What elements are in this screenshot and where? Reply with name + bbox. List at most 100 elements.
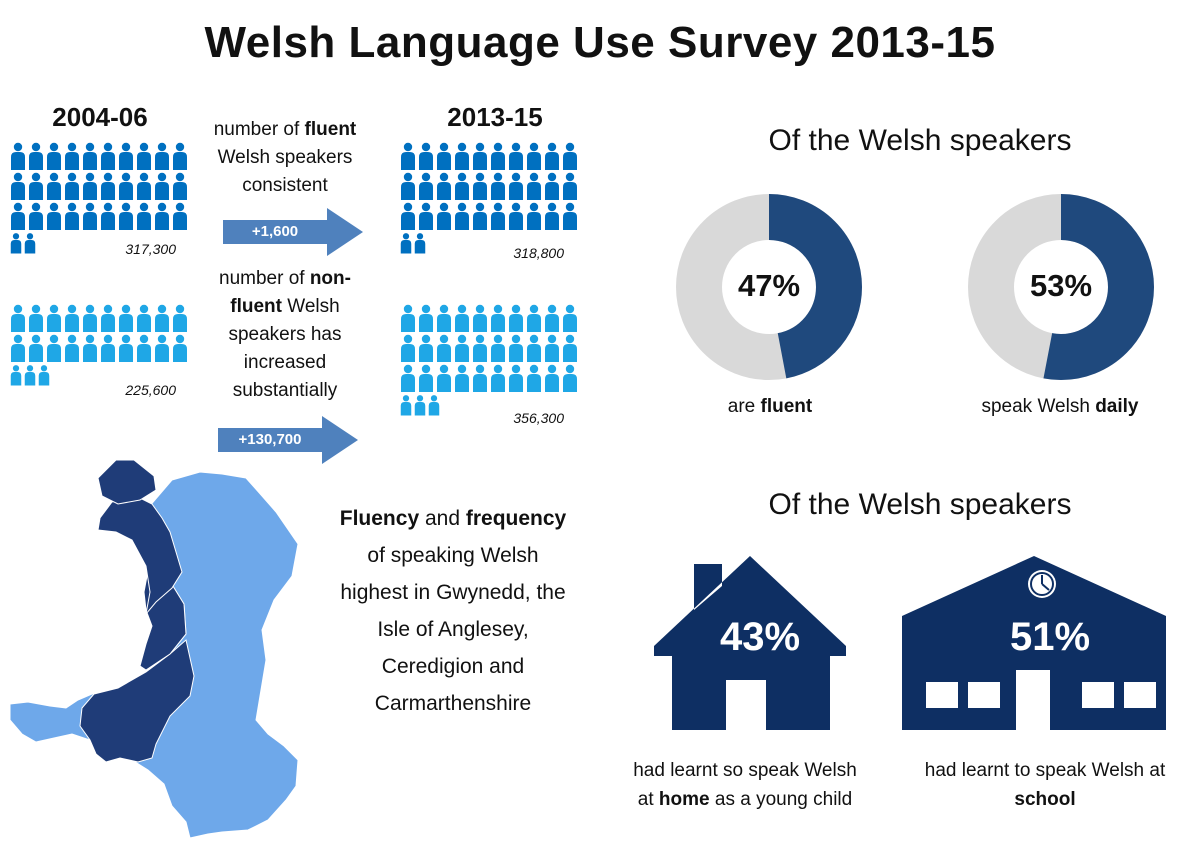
fluent-count-2013: 318,800 bbox=[513, 245, 564, 261]
person-icon bbox=[545, 172, 559, 200]
nonfluent-description: number of non-fluent Welsh speakers has … bbox=[205, 265, 365, 405]
nonfluent-change-label: +130,700 bbox=[238, 431, 302, 448]
person-icon bbox=[527, 202, 541, 230]
person-icon bbox=[563, 172, 577, 200]
person-icon bbox=[83, 142, 97, 170]
person-icon bbox=[155, 202, 169, 230]
person-icon bbox=[527, 142, 541, 170]
person-icon bbox=[419, 202, 433, 230]
person-icon bbox=[65, 202, 79, 230]
person-icon bbox=[437, 334, 451, 362]
fluent-pictogram-2013 bbox=[400, 142, 580, 254]
person-icon bbox=[473, 142, 487, 170]
person-icon bbox=[419, 172, 433, 200]
person-icon bbox=[545, 304, 559, 332]
person-icon bbox=[491, 304, 505, 332]
person-icon bbox=[173, 304, 187, 332]
person-icon bbox=[414, 233, 426, 254]
person-icon bbox=[473, 304, 487, 332]
person-icon bbox=[137, 334, 151, 362]
person-icon bbox=[101, 304, 115, 332]
donut-daily-percent: 53% bbox=[1029, 268, 1093, 303]
nonfluent-count-2004: 225,600 bbox=[125, 382, 176, 398]
person-icon bbox=[11, 142, 25, 170]
person-icon bbox=[437, 172, 451, 200]
person-icon bbox=[10, 233, 22, 254]
nonfluent-pictogram-2004 bbox=[10, 304, 190, 386]
person-icon bbox=[47, 142, 61, 170]
person-icon bbox=[155, 334, 169, 362]
map-caption-rest: of speaking Welsh highest in Gwynedd, th… bbox=[340, 544, 566, 715]
person-icon bbox=[119, 142, 133, 170]
person-icon bbox=[119, 202, 133, 230]
map-region-carmarthenshire bbox=[79, 639, 195, 763]
person-icon bbox=[473, 172, 487, 200]
donut-fluent-caption: are fluent bbox=[680, 392, 860, 421]
person-icon bbox=[11, 304, 25, 332]
house-percent: 43% bbox=[719, 615, 801, 659]
person-icon bbox=[29, 304, 43, 332]
person-icon bbox=[563, 334, 577, 362]
person-icon bbox=[419, 142, 433, 170]
person-icon bbox=[38, 365, 50, 386]
person-icon bbox=[47, 334, 61, 362]
person-icon bbox=[173, 142, 187, 170]
person-icon bbox=[101, 172, 115, 200]
person-icon bbox=[83, 334, 97, 362]
right-arrow-icon bbox=[218, 416, 358, 464]
school-caption-pre: had learnt to speak Welsh at bbox=[924, 760, 1166, 781]
person-icon bbox=[527, 304, 541, 332]
person-icon bbox=[563, 142, 577, 170]
period-label-2013: 2013-15 bbox=[447, 102, 543, 132]
speakers-heading-1: Of the Welsh speakers bbox=[768, 124, 1072, 157]
person-icon bbox=[455, 364, 469, 392]
person-icon bbox=[137, 142, 151, 170]
person-icon bbox=[173, 334, 187, 362]
person-icon bbox=[419, 364, 433, 392]
person-icon bbox=[65, 334, 79, 362]
school-caption: had learnt to speak Welsh at school bbox=[900, 756, 1190, 814]
person-icon bbox=[437, 364, 451, 392]
person-icon bbox=[137, 304, 151, 332]
fluent-change-label: +1,600 bbox=[251, 223, 299, 240]
school-window bbox=[1082, 682, 1114, 708]
person-icon bbox=[401, 172, 415, 200]
school-window bbox=[926, 682, 958, 708]
nonfluent-desc-bold: non-fluent bbox=[230, 268, 351, 317]
person-icon bbox=[527, 172, 541, 200]
person-icon bbox=[24, 233, 36, 254]
person-icon bbox=[419, 334, 433, 362]
school-caption-bold: school bbox=[1014, 789, 1076, 810]
person-icon bbox=[491, 364, 505, 392]
person-icon bbox=[437, 304, 451, 332]
house-shape bbox=[654, 556, 846, 730]
person-icon bbox=[11, 172, 25, 200]
person-icon bbox=[437, 202, 451, 230]
person-icon bbox=[509, 202, 523, 230]
person-icon bbox=[155, 142, 169, 170]
person-icon bbox=[11, 334, 25, 362]
person-icon bbox=[29, 334, 43, 362]
person-icon bbox=[509, 334, 523, 362]
map-caption-and: and bbox=[419, 507, 466, 530]
person-icon bbox=[173, 172, 187, 200]
fluent-pictogram-2004 bbox=[10, 142, 190, 254]
school-window bbox=[1124, 682, 1156, 708]
person-icon bbox=[65, 304, 79, 332]
person-icon bbox=[401, 334, 415, 362]
person-icon bbox=[47, 202, 61, 230]
person-icon bbox=[491, 172, 505, 200]
person-icon bbox=[400, 395, 412, 416]
person-icon bbox=[29, 172, 43, 200]
person-icon bbox=[455, 142, 469, 170]
school-percent: 51% bbox=[1009, 615, 1091, 659]
person-icon bbox=[401, 142, 415, 170]
person-icon bbox=[473, 334, 487, 362]
person-icon bbox=[137, 202, 151, 230]
person-icon bbox=[24, 365, 36, 386]
person-icon bbox=[527, 364, 541, 392]
map-region-gwynedd bbox=[97, 495, 183, 616]
fluent-change-arrow bbox=[223, 208, 363, 256]
person-icon bbox=[437, 142, 451, 170]
wales-map bbox=[9, 459, 299, 839]
